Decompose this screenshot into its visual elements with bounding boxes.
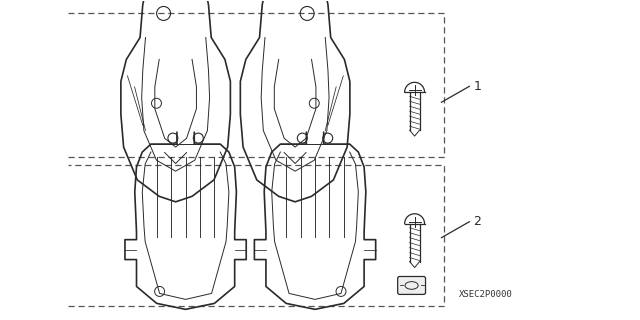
Text: 1: 1 (474, 80, 481, 93)
Text: XSEC2P0000: XSEC2P0000 (460, 290, 513, 299)
Text: 2: 2 (474, 215, 481, 228)
FancyBboxPatch shape (397, 276, 426, 294)
